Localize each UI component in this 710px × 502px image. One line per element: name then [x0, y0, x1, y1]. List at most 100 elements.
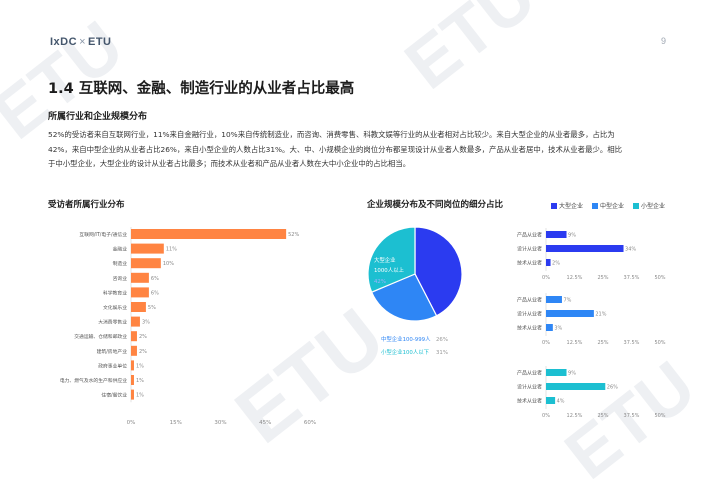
x-tick-label: 25% — [597, 340, 608, 346]
bar-value-label: 34% — [625, 247, 636, 253]
bar-value-label: 4% — [557, 399, 565, 405]
bar-value-label: 9% — [568, 371, 576, 377]
category-label: 互联网/IT/电子/通信业 — [79, 231, 127, 238]
role-label: 设计从业者 — [517, 384, 542, 391]
role-bar — [546, 296, 562, 303]
x-tick-label: 12.5% — [567, 340, 583, 346]
role-label: 产品从业者 — [517, 370, 542, 377]
legend-item: 小型企业 — [633, 201, 665, 210]
bar-value-label: 11% — [166, 247, 177, 253]
brand-logo: IxDC × ETU — [50, 36, 112, 48]
section-subtitle: 所属行业和企业规模分布 — [48, 112, 148, 122]
legend-swatch — [592, 202, 599, 209]
role-label: 产品从业者 — [517, 232, 542, 239]
industry-bar — [131, 331, 137, 342]
bar-value-label: 21% — [595, 312, 606, 318]
x-tick-label: 37.5% — [624, 275, 640, 281]
legend-swatch — [551, 202, 557, 209]
bar-value-label: 10% — [163, 261, 174, 267]
pie-legend-value: 31% — [436, 350, 448, 356]
pie-legend-value: 26% — [436, 337, 448, 343]
role-label: 技术从业者 — [517, 325, 542, 332]
company-size-chart-title: 企业规模分布及不同岗位的细分占比 — [367, 200, 504, 210]
bar-value-label: 6% — [151, 290, 159, 296]
role-bar — [546, 231, 567, 238]
industry-bar — [131, 316, 140, 327]
paragraph-line: 52%的受访者来自互联网行业，11%来自金融行业，10%来自传统制造业，而咨询、… — [48, 130, 615, 139]
role-bar — [546, 369, 567, 376]
x-tick-label: 37.5% — [624, 340, 640, 346]
legend-item: 大型企业 — [551, 201, 583, 210]
legend-item: 中型企业 — [592, 201, 624, 210]
category-label: 文化娱乐业 — [103, 304, 127, 311]
pie-slice — [414, 226, 463, 317]
legend-swatch — [633, 202, 640, 209]
bar-value-label: 26% — [607, 385, 618, 391]
x-tick-label: 25% — [597, 413, 608, 419]
x-tick-label: 45% — [259, 420, 271, 426]
industry-chart-title: 受访者所属行业分布 — [48, 200, 125, 210]
summary-paragraph: 52%的受访者来自互联网行业，11%来自金融行业，10%来自传统制造业，而咨询、… — [48, 128, 665, 172]
category-label: 科学教育业 — [103, 289, 127, 296]
role-label: 技术从业者 — [517, 260, 542, 267]
industry-bar — [131, 258, 161, 269]
role-bar — [546, 383, 606, 390]
category-label: 咨询业 — [113, 275, 128, 282]
bar-value-label: 3% — [554, 326, 562, 332]
role-bar — [546, 259, 551, 266]
chart-legend: 大型企业 中型企业 小型企业 — [551, 201, 665, 210]
role-bar — [546, 397, 556, 404]
industry-bar — [131, 302, 146, 312]
role-bar — [546, 324, 553, 331]
bar-value-label: 1% — [136, 378, 144, 384]
bar-value-label: 3% — [142, 320, 150, 326]
x-tick-label: 15% — [170, 420, 182, 426]
industry-bar — [131, 375, 134, 385]
category-label: 政府事业单位 — [98, 362, 127, 369]
bar-value-label: 6% — [151, 276, 159, 282]
x-tick-label: 0% — [542, 413, 550, 419]
industry-bar — [131, 229, 287, 239]
bar-value-label: 2% — [552, 261, 560, 267]
bar-value-label: 2% — [139, 334, 147, 340]
bar-value-label: 2% — [139, 349, 147, 355]
pie-slice-label: 大型企业 — [374, 256, 396, 264]
category-label: 金融业 — [113, 246, 128, 253]
x-tick-label: 50% — [654, 340, 665, 346]
x-tick-label: 0% — [542, 275, 550, 281]
bar-value-label: 7% — [563, 298, 571, 304]
category-label: 建筑/房地产业 — [97, 348, 128, 355]
pie-legend-label: 小型企业100人以下 — [381, 348, 430, 356]
bar-value-label: 1% — [136, 363, 144, 369]
pie-legend-label: 中型企业100-999人 — [381, 335, 431, 343]
role-label: 技术从业者 — [517, 398, 542, 405]
x-tick-label: 12.5% — [567, 275, 583, 281]
category-label: 制造业 — [113, 260, 128, 267]
paragraph-line: 于中小型企业，大型企业的设计从业者占比最多；而技术从业者和产品从业者人数在大中小… — [48, 159, 411, 168]
paragraph-line: 42%，来自中型企业的从业者占比26%，来自小型企业的人数占比31%。大、中、小… — [48, 144, 623, 154]
bar-value-label: 9% — [568, 233, 576, 239]
pie-slice-sublabel: 1000人以上 — [374, 266, 405, 274]
category-label: 住宿/餐饮业 — [101, 392, 127, 399]
pie-slice — [367, 226, 416, 293]
industry-bar — [131, 272, 149, 283]
x-tick-label: 25% — [597, 275, 608, 281]
x-tick-label: 50% — [654, 413, 665, 419]
bar-value-label: 1% — [136, 393, 144, 399]
category-label: 大消费零售业 — [98, 319, 127, 326]
x-tick-label: 60% — [304, 420, 316, 426]
page-title: 1.4 互联网、金融、制造行业的从业者占比最高 — [48, 81, 355, 97]
bar-value-label: 5% — [148, 305, 156, 311]
role-bar — [546, 310, 594, 317]
industry-bar — [131, 345, 137, 356]
industry-bar — [131, 243, 164, 254]
x-tick-label: 0% — [542, 340, 550, 346]
industry-bar — [131, 360, 134, 371]
role-bar — [546, 245, 624, 252]
role-label: 设计从业者 — [517, 311, 542, 318]
pie-slice-value: 42% — [374, 279, 386, 285]
x-tick-label: 30% — [214, 420, 226, 426]
industry-bar — [131, 287, 149, 298]
role-label: 产品从业者 — [517, 297, 542, 304]
